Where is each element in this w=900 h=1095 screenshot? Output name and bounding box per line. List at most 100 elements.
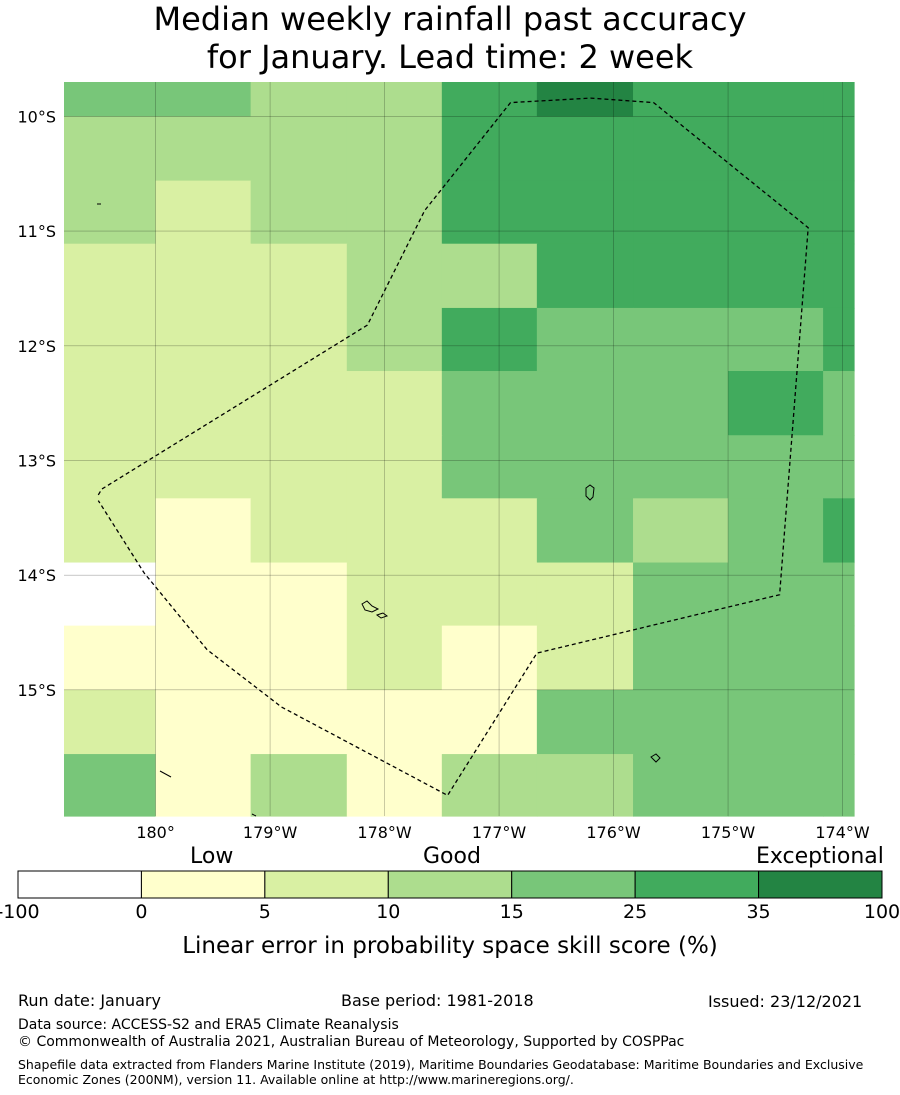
island-marker	[251, 813, 257, 817]
grid-cell	[441, 307, 538, 372]
eez-boundary	[97, 97, 809, 797]
grid-cell	[536, 754, 634, 817]
grid-cell	[250, 498, 348, 564]
grid-cell	[536, 180, 634, 245]
grid-cell	[155, 180, 252, 245]
grid-cell	[536, 243, 634, 309]
title-line-1: Median weekly rainfall past accuracy	[153, 0, 747, 38]
grid-cell	[250, 371, 348, 436]
grid-cell	[728, 562, 824, 627]
latitude-label: 13°S	[17, 451, 56, 470]
grid-cell	[441, 562, 538, 627]
colorbar-tick-label: 25	[623, 901, 648, 923]
title-line-2: for January. Lead time: 2 week	[206, 38, 694, 76]
grid-cell	[346, 498, 443, 564]
grid-cell	[633, 307, 729, 372]
grid-cell	[155, 754, 252, 817]
grid-cell	[346, 180, 443, 245]
grid-cell	[441, 625, 538, 691]
colorbar-segment	[264, 870, 389, 899]
colorbar-tick-label: 0	[135, 901, 148, 923]
grid-cell	[346, 689, 443, 755]
grid-cell	[823, 180, 855, 245]
grid-cell	[64, 754, 157, 817]
grid-cell	[64, 307, 157, 372]
grid-cell	[728, 243, 824, 309]
grid-cell	[250, 562, 348, 627]
island-marker	[585, 484, 595, 501]
island-marker	[375, 612, 389, 619]
grid-cell	[64, 689, 157, 755]
grid-cell	[823, 243, 855, 309]
colorbar-tick-label: 35	[746, 901, 771, 923]
grid-cell	[536, 498, 634, 564]
legend-word-exceptional: Exceptional	[756, 844, 884, 869]
grid-cell	[250, 689, 348, 755]
grid-cell	[155, 625, 252, 691]
grid-cell	[441, 371, 538, 436]
grid-cell	[823, 562, 855, 627]
grid-cell	[346, 82, 443, 118]
longitude-labels: 180° 179°W 178°W 177°W 176°W 175°W 174°W	[136, 823, 870, 842]
grid-cell	[250, 435, 348, 499]
colorbar	[17, 870, 883, 899]
grid-cell	[633, 562, 729, 627]
grid-cell	[346, 307, 443, 372]
grid-cell	[155, 689, 252, 755]
grid-cell	[536, 116, 634, 182]
grid-cell	[441, 82, 538, 118]
latitude-label: 11°S	[17, 222, 56, 241]
grid-cell	[346, 625, 443, 691]
longitude-label: 176°W	[586, 823, 641, 842]
run-date: Run date: January	[18, 991, 161, 1010]
copyright: © Commonwealth of Australia 2021, Austra…	[18, 1034, 685, 1050]
colorbar-segment	[758, 870, 883, 899]
colorbar-segment	[387, 870, 513, 899]
colorbar-tick-label: -100	[0, 901, 40, 923]
grid-cell	[728, 435, 824, 499]
grid-cell	[633, 82, 729, 118]
grid-cell	[441, 435, 538, 499]
grid-cell	[64, 435, 157, 499]
grid-cell	[536, 82, 634, 118]
grid-cell	[823, 371, 855, 436]
grid-cell	[536, 562, 634, 627]
grid-cell	[633, 625, 729, 691]
grid-cell	[250, 307, 348, 372]
longitude-label: 178°W	[357, 823, 412, 842]
grid-cell	[633, 243, 729, 309]
grid-cell	[64, 180, 157, 245]
grid-cell	[64, 116, 157, 182]
grid-cell	[155, 116, 252, 182]
grid-cell	[64, 625, 157, 691]
shapefile-credit: Shapefile data extracted from Flanders M…	[18, 1057, 864, 1087]
grid-cell	[250, 625, 348, 691]
grid-cell	[155, 435, 252, 499]
grid-cell	[728, 116, 824, 182]
grid-cell	[633, 754, 729, 817]
grid-cell	[346, 116, 443, 182]
grid-cell	[536, 689, 634, 755]
grid-cell	[250, 180, 348, 245]
skill-grid	[64, 82, 855, 817]
grid-cell	[155, 243, 252, 309]
grid-cell	[728, 82, 824, 118]
longitude-label: 179°W	[243, 823, 298, 842]
grid-cell	[346, 243, 443, 309]
latitude-label: 14°S	[17, 566, 56, 585]
colorbar-tick-label: 15	[499, 901, 524, 923]
grid-cell	[633, 498, 729, 564]
grid-cell	[823, 82, 855, 118]
grid-cell	[64, 498, 157, 564]
base-period: Base period: 1981-2018	[341, 991, 534, 1010]
grid-cell	[633, 116, 729, 182]
grid-cell	[728, 689, 824, 755]
island-marker	[361, 600, 380, 613]
grid-cell	[728, 754, 824, 817]
grid-cell	[250, 116, 348, 182]
grid-cell	[441, 754, 538, 817]
grid-cell	[64, 562, 157, 627]
grid-cell	[64, 371, 157, 436]
grid-cell	[346, 435, 443, 499]
